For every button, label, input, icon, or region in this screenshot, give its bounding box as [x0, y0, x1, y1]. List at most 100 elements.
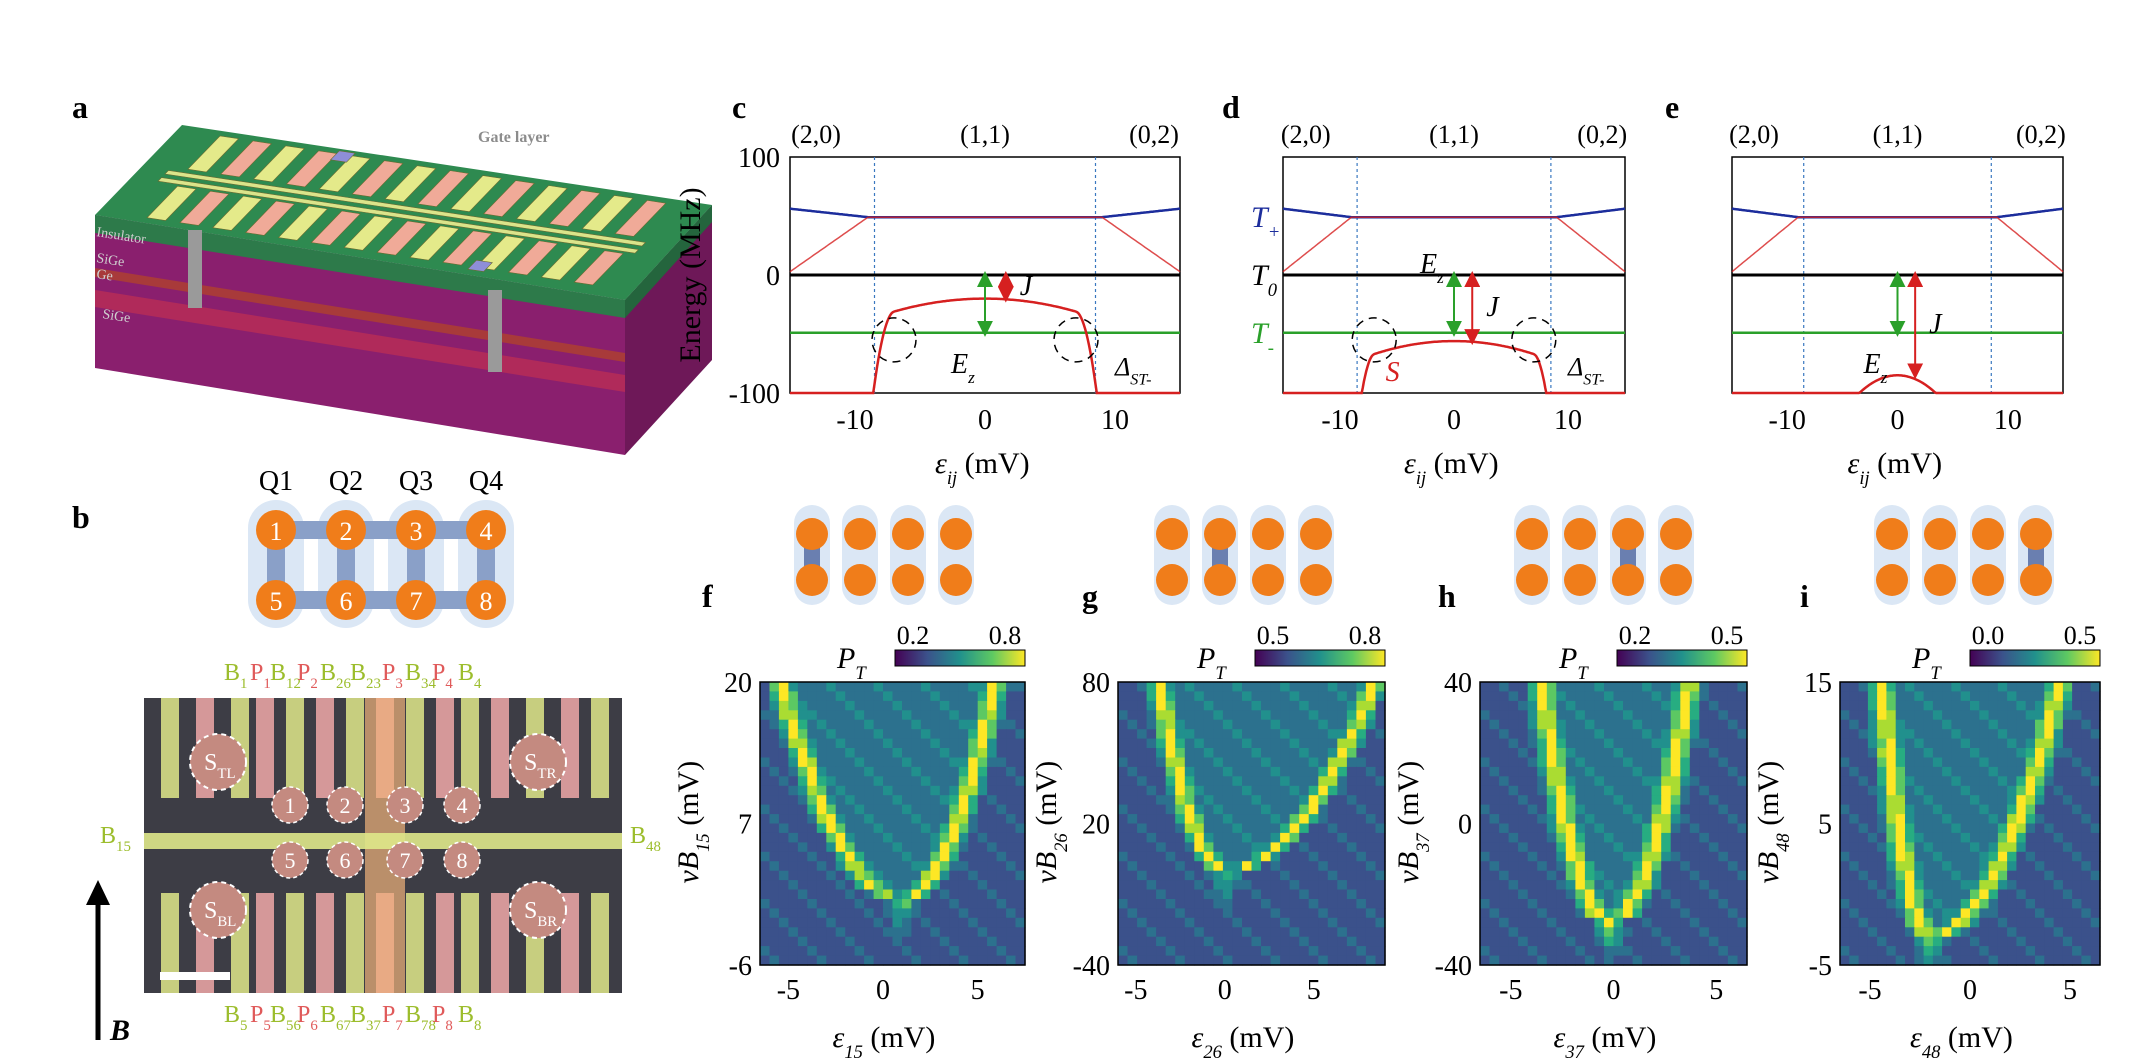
heatmap-cell — [1146, 889, 1157, 900]
heatmap-cell — [778, 795, 789, 806]
heatmap-cell — [2016, 766, 2027, 777]
heatmap-cell — [892, 832, 903, 843]
heatmap-cell — [845, 880, 856, 891]
heatmap-cell — [1840, 776, 1850, 787]
heatmap-cell — [854, 814, 865, 825]
line-S — [1283, 339, 1625, 395]
heatmap-cell — [2053, 748, 2064, 758]
heatmap-cell — [930, 814, 941, 825]
heatmap-cell — [1508, 719, 1519, 730]
heatmap-cell — [807, 880, 818, 891]
heatmap-cell — [1261, 861, 1272, 872]
heatmap-cell — [1222, 804, 1233, 815]
heatmap-cell — [1575, 710, 1586, 721]
heatmap-cell — [1318, 899, 1329, 909]
heatmap-cell — [1270, 851, 1281, 862]
heatmap-cell — [1661, 927, 1672, 938]
heatmap-cell — [760, 861, 771, 872]
heatmap-cell — [1960, 908, 1971, 919]
gate-rail — [157, 177, 640, 254]
heatmap-cell — [2035, 757, 2045, 768]
heatmap-cell — [892, 946, 903, 957]
heatmap-cell — [1604, 682, 1615, 692]
heatmap-cell — [1651, 908, 1662, 919]
heatmap-cell — [1932, 700, 1943, 711]
heatmap-cell — [778, 700, 789, 711]
heatmap-cell — [1137, 861, 1148, 872]
heatmap-cell — [920, 691, 931, 702]
heatmap-cell — [1997, 738, 2008, 749]
heatmap-cell — [1232, 899, 1243, 909]
heatmap-cell — [996, 748, 1007, 758]
heatmap-cell — [1203, 917, 1214, 928]
heatmap-cell — [1905, 804, 1915, 815]
heatmap-cell — [1194, 691, 1205, 702]
heatmap-cell — [1840, 889, 1850, 900]
quantum-dot — [1204, 518, 1236, 550]
heatmap-cell — [2081, 776, 2092, 787]
heatmap-cell — [1970, 832, 1980, 843]
heatmap-cell — [1251, 682, 1262, 692]
heatmap-cell — [949, 899, 960, 909]
heatmap-cell — [1886, 757, 1897, 768]
heatmap-cell — [1346, 766, 1357, 777]
heatmap-cell — [1867, 917, 1878, 928]
heatmap-cell — [1867, 710, 1878, 721]
heatmap-cell — [1213, 700, 1224, 711]
heatmap-cell — [1699, 682, 1710, 692]
heatmap-cell — [1661, 851, 1672, 862]
heatmap-cell — [797, 899, 808, 909]
heatmap-cell — [1508, 936, 1519, 947]
heatmap-cell — [845, 955, 856, 966]
heatmap-cell — [1867, 748, 1878, 758]
heatmap-cell — [1988, 851, 1999, 862]
colorbar-label: PT — [1196, 642, 1227, 684]
heatmap-cell — [1222, 823, 1233, 834]
heatmap-cell — [1015, 804, 1026, 815]
heatmap-cell — [845, 700, 856, 711]
heatmap-cell — [1556, 870, 1567, 881]
heatmap-cell — [1508, 870, 1519, 881]
heatmap-cell — [1718, 729, 1729, 740]
heatmap-cell — [873, 691, 884, 702]
quantum-dot — [1564, 518, 1596, 550]
heatmap-cell — [1346, 757, 1357, 768]
heatmap-cell — [864, 710, 875, 721]
heatmap-cell — [1508, 738, 1519, 749]
heatmap-cell — [797, 795, 808, 806]
heatmap-cell — [826, 785, 837, 796]
x-axis-label: ε15 (mV) — [833, 1021, 936, 1063]
heatmap-cell — [807, 776, 818, 787]
heatmap-cell — [920, 889, 931, 900]
heatmap-cell — [1905, 861, 1915, 872]
gate-finger — [351, 160, 404, 198]
heatmap-cell — [769, 927, 780, 938]
heatmap-cell — [1699, 785, 1710, 796]
heatmap-cell — [1537, 917, 1548, 928]
heatmap-cell — [920, 908, 931, 919]
colorbar-tick: 0.8 — [989, 621, 1022, 650]
heatmap-cell — [1914, 917, 1925, 928]
heatmap-cell — [911, 861, 922, 872]
heatmap-cell — [911, 719, 922, 730]
heatmap-cell — [1840, 691, 1850, 702]
heatmap-cell — [816, 899, 827, 909]
heatmap-cell — [1905, 955, 1915, 966]
charge-state-label: (1,1) — [1429, 120, 1479, 149]
heatmap-cell — [996, 955, 1007, 966]
heatmap-cell — [1997, 880, 2008, 891]
heatmap-cell — [797, 748, 808, 758]
quantum-dot — [326, 510, 366, 550]
heatmap-cell — [769, 710, 780, 721]
heatmap-cell — [1951, 814, 1962, 825]
heatmap-cell — [911, 936, 922, 947]
heatmap-cell — [778, 908, 789, 919]
heatmap-cell — [1527, 955, 1538, 966]
heatmap-cell — [1942, 861, 1952, 872]
heatmap-cell — [807, 814, 818, 825]
heatmap-cell — [1365, 955, 1376, 966]
heatmap-cell — [939, 785, 950, 796]
heatmap-cell — [1642, 842, 1653, 853]
heatmap-cell — [1308, 908, 1319, 919]
heatmap-cell — [1015, 785, 1026, 796]
